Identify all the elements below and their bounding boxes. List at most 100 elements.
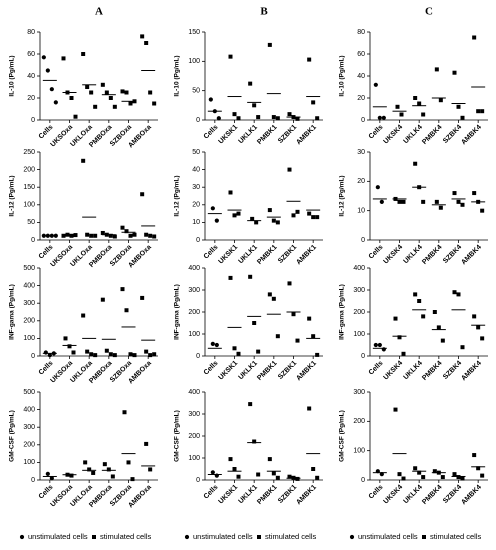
y-tick-label: 100 <box>353 331 365 338</box>
y-tick-label: 10 <box>192 219 200 226</box>
point <box>148 353 153 358</box>
y-tick-label: 0 <box>196 353 200 360</box>
y-tick-label: 400 <box>23 406 35 413</box>
point <box>480 336 485 341</box>
point <box>248 402 253 407</box>
point <box>472 191 477 196</box>
point <box>287 281 292 286</box>
y-tick-label: 50 <box>192 149 200 156</box>
point <box>307 211 312 216</box>
point <box>210 470 215 475</box>
x-tick-label: Cells <box>38 124 55 141</box>
legend: unstimulated cells stimulated cells <box>184 532 317 541</box>
point <box>87 467 92 472</box>
point <box>438 98 443 103</box>
point <box>93 233 98 238</box>
point <box>417 299 422 303</box>
y-tick-label: 0 <box>196 477 200 484</box>
panel: 0 100 200 300 400 INF-gama (Pg/mL) CellsUKSK1U… <box>174 265 323 382</box>
point <box>120 89 125 94</box>
y-tick-label: 0 <box>196 237 200 244</box>
point <box>47 353 52 358</box>
x-tick-label: PMBK1 <box>256 360 278 382</box>
point <box>81 158 86 163</box>
y-axis-label: IL-10 (Pg/mL) <box>174 55 181 96</box>
point <box>71 350 76 355</box>
y-tick-label: 100 <box>23 202 35 209</box>
point <box>287 112 292 117</box>
point <box>236 211 241 216</box>
point <box>148 90 153 95</box>
point <box>472 35 477 40</box>
point <box>148 233 153 238</box>
point <box>120 287 125 292</box>
y-tick-label: 100 <box>23 335 35 342</box>
point <box>434 199 439 204</box>
point <box>124 90 129 95</box>
point <box>236 351 241 356</box>
y-tick-label: 80 <box>357 29 365 36</box>
point <box>69 473 74 478</box>
y-tick-label: 500 <box>23 265 35 272</box>
point <box>252 321 257 325</box>
point <box>73 114 78 119</box>
legend-marker <box>19 534 25 540</box>
point <box>53 100 58 105</box>
point <box>120 225 125 230</box>
x-tick-label: Cells <box>368 360 385 377</box>
point <box>307 316 312 321</box>
point <box>236 474 241 479</box>
point <box>472 314 477 319</box>
panel: 0 10 20 30 IL-12 (Pg/mL) CellsUKSK4UKLK4PMBK4… <box>339 149 488 266</box>
x-tick-label: UKLK1 <box>237 124 259 146</box>
y-tick-label: 40 <box>27 73 35 80</box>
y-tick-label: 30 <box>357 149 365 156</box>
point <box>395 104 400 109</box>
x-tick-label: UKLK4 <box>402 244 424 266</box>
point <box>434 67 439 72</box>
point <box>152 352 157 357</box>
y-tick-label: 200 <box>23 442 35 449</box>
point <box>89 233 94 238</box>
point <box>252 439 257 444</box>
point <box>256 472 261 477</box>
point <box>476 466 481 471</box>
point <box>124 308 129 313</box>
point <box>232 213 237 218</box>
x-tick-label: Cells <box>203 484 220 501</box>
point <box>456 475 461 480</box>
legend-marker <box>257 535 261 539</box>
point <box>100 82 105 87</box>
legend-label: stimulated cells <box>430 532 482 541</box>
point <box>295 338 300 343</box>
y-tick-label: 100 <box>353 448 365 455</box>
point <box>106 467 111 472</box>
x-tick-label: UKLK1 <box>237 244 259 266</box>
point <box>228 190 233 195</box>
point <box>152 234 157 239</box>
point <box>421 199 426 204</box>
point <box>140 295 145 300</box>
point <box>476 109 481 114</box>
y-tick-label: 40 <box>357 73 365 80</box>
y-tick-label: 300 <box>188 411 200 418</box>
point <box>144 41 149 45</box>
y-tick-label: 500 <box>23 389 35 396</box>
x-tick-label: UKLK1 <box>237 484 259 506</box>
y-tick-label: 50 <box>27 219 35 226</box>
x-tick-label: AMBK4 <box>460 360 483 383</box>
point <box>275 116 280 121</box>
y-axis-label: IL-12 (Pg/mL) <box>9 175 16 216</box>
point <box>132 232 137 237</box>
point <box>248 81 253 86</box>
x-tick-label: PMBK4 <box>421 484 443 506</box>
y-tick-label: 60 <box>357 51 365 58</box>
point <box>413 161 418 166</box>
point <box>128 233 133 238</box>
x-tick-label: UKSK4 <box>382 124 404 146</box>
y-tick-label: 0 <box>31 477 35 484</box>
point <box>128 101 133 106</box>
